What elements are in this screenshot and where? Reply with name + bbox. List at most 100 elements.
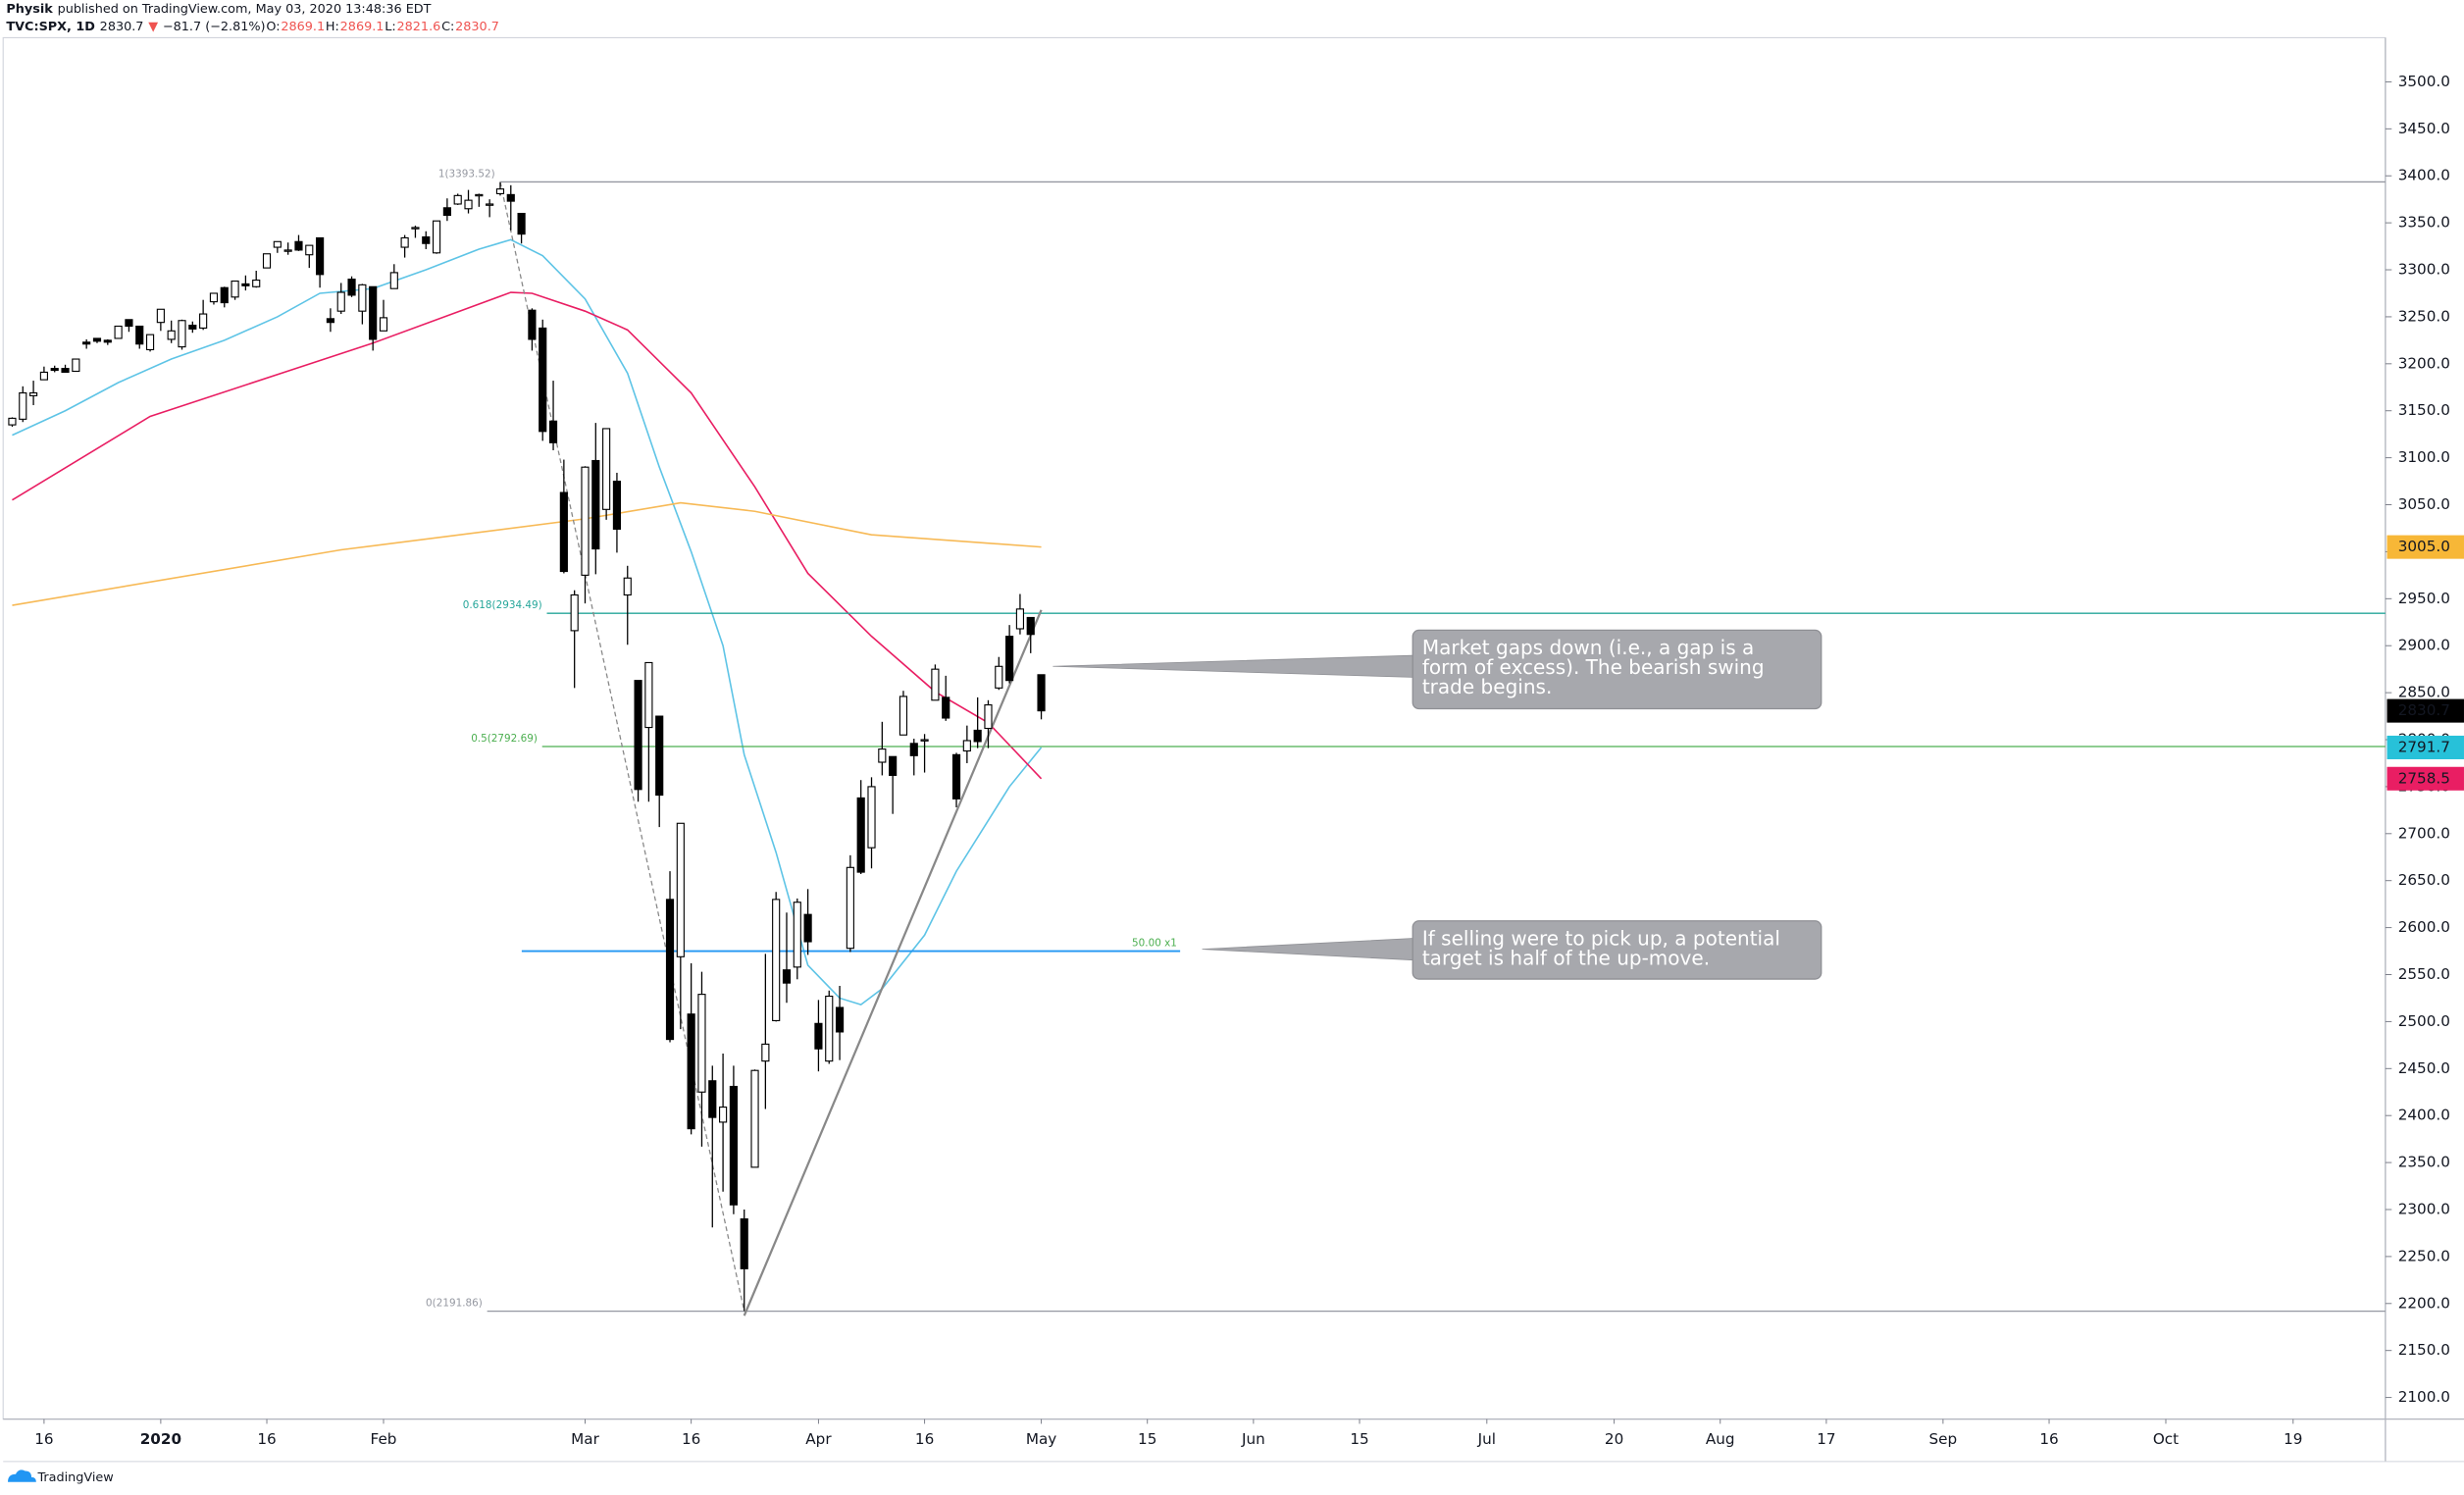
brand: TradingView xyxy=(36,1470,113,1485)
candle-body xyxy=(750,1069,759,1168)
y-tick-label: 3300.0 xyxy=(2398,261,2450,279)
quote-item: 2830.7 xyxy=(455,20,499,34)
header-line: Physik published on TradingView.com, May … xyxy=(6,1,431,16)
x-tick-label: 16 xyxy=(682,1430,700,1448)
candle-body xyxy=(803,913,812,943)
y-tick-label: 3450.0 xyxy=(2398,120,2450,137)
callout-text: If selling were to pick up, a potential xyxy=(1422,927,1780,951)
price-label: 2791.7 xyxy=(2398,738,2450,755)
candle-body xyxy=(1015,608,1025,630)
y-tick-label: 2450.0 xyxy=(2398,1059,2450,1077)
quote-item: L: xyxy=(385,20,395,34)
y-tick-label: 3150.0 xyxy=(2398,401,2450,419)
candle-body xyxy=(962,740,971,752)
candle-body xyxy=(697,994,706,1093)
candle-body xyxy=(241,283,250,286)
quote-item: 2821.6 xyxy=(397,20,441,34)
candle-body xyxy=(942,696,950,719)
price-label: 2758.5 xyxy=(2398,769,2450,787)
candle-body xyxy=(411,227,420,230)
candle-body xyxy=(199,313,208,329)
quote-item: 2830.7 xyxy=(100,20,144,34)
y-tick-label: 3350.0 xyxy=(2398,214,2450,232)
quote-item: H: xyxy=(326,20,339,34)
candle-body xyxy=(442,207,451,217)
y-tick-label: 2200.0 xyxy=(2398,1294,2450,1312)
candle-body xyxy=(369,285,378,340)
candle-body xyxy=(1026,616,1035,636)
candle-body xyxy=(252,280,261,287)
candle-body xyxy=(400,236,409,248)
candle-body xyxy=(50,368,59,372)
candle-body xyxy=(103,339,112,343)
candle-body xyxy=(29,391,38,396)
fib-label: 0.5(2792.69) xyxy=(471,733,538,745)
y-tick-label: 2350.0 xyxy=(2398,1154,2450,1171)
x-tick-label: 15 xyxy=(1138,1430,1156,1448)
candle-body xyxy=(72,358,80,373)
candle-body xyxy=(422,235,431,244)
candle-body xyxy=(389,272,398,289)
candle-body xyxy=(347,279,356,296)
y-tick-label: 2900.0 xyxy=(2398,637,2450,654)
candle-body xyxy=(634,680,642,791)
candle-body xyxy=(867,786,876,849)
candle-body xyxy=(188,324,197,330)
x-tick-label: 15 xyxy=(1350,1430,1368,1448)
price-label: 3005.0 xyxy=(2398,538,2450,555)
candle-body xyxy=(581,466,590,576)
candle-body xyxy=(19,391,27,420)
candle-body xyxy=(316,236,325,276)
x-tick-label: Sep xyxy=(1929,1430,1958,1448)
price-label-box xyxy=(2387,698,2464,723)
fib-label: 0(2191.86) xyxy=(426,1298,483,1310)
candle-body xyxy=(135,325,144,345)
callout-box xyxy=(1412,629,1822,710)
candle-body xyxy=(262,253,272,269)
x-tick-label: 19 xyxy=(2284,1430,2302,1448)
moving-average xyxy=(12,291,1043,780)
price-label-box xyxy=(2387,535,2464,559)
price-label-box xyxy=(2387,735,2464,759)
x-tick-label: 16 xyxy=(2039,1430,2058,1448)
candle-body xyxy=(719,1107,728,1123)
y-tick-label: 2250.0 xyxy=(2398,1247,2450,1264)
candle-body xyxy=(92,337,102,342)
candle-body xyxy=(336,291,345,312)
quote-item: TVC:SPX, 1D xyxy=(6,20,94,34)
candle-body xyxy=(623,577,632,596)
candle-body xyxy=(61,368,70,374)
quote-item: 2869.1 xyxy=(340,20,385,34)
quote-item: −81.7 (−2.81%) xyxy=(163,20,266,34)
candle-body xyxy=(273,240,282,248)
x-tick-label: 20 xyxy=(1605,1430,1623,1448)
candle-body xyxy=(740,1218,748,1269)
y-tick-label: 3250.0 xyxy=(2398,307,2450,325)
candle-body xyxy=(495,188,505,194)
callout-box xyxy=(1412,920,1822,980)
candle-body xyxy=(517,212,526,235)
candle-body xyxy=(326,318,335,324)
candle-body xyxy=(931,668,940,701)
candle-body xyxy=(665,899,675,1041)
x-tick-label: 16 xyxy=(257,1430,276,1448)
x-tick-label: Jun xyxy=(1241,1430,1265,1448)
candle-body xyxy=(528,309,537,340)
candle-body xyxy=(486,203,494,206)
candle-body xyxy=(209,292,219,303)
callout-text: Market gaps down (i.e., a gap is a xyxy=(1422,636,1754,659)
x-tick-label: 17 xyxy=(1817,1430,1835,1448)
candle-body xyxy=(729,1085,738,1206)
fib-label: 0.618(2934.49) xyxy=(463,599,542,611)
callout-text: form of excess). The bearish swing xyxy=(1422,655,1765,679)
y-tick-label: 3100.0 xyxy=(2398,448,2450,466)
candle-body xyxy=(283,249,292,252)
y-tick-label: 2950.0 xyxy=(2398,590,2450,607)
quote-item: 2869.1 xyxy=(281,20,325,34)
x-tick-label: Feb xyxy=(371,1430,397,1448)
candle-body xyxy=(432,220,441,254)
candle-body xyxy=(846,866,854,950)
candle-body xyxy=(475,193,484,197)
y-tick-label: 3400.0 xyxy=(2398,167,2450,184)
y-tick-label: 3500.0 xyxy=(2398,73,2450,90)
